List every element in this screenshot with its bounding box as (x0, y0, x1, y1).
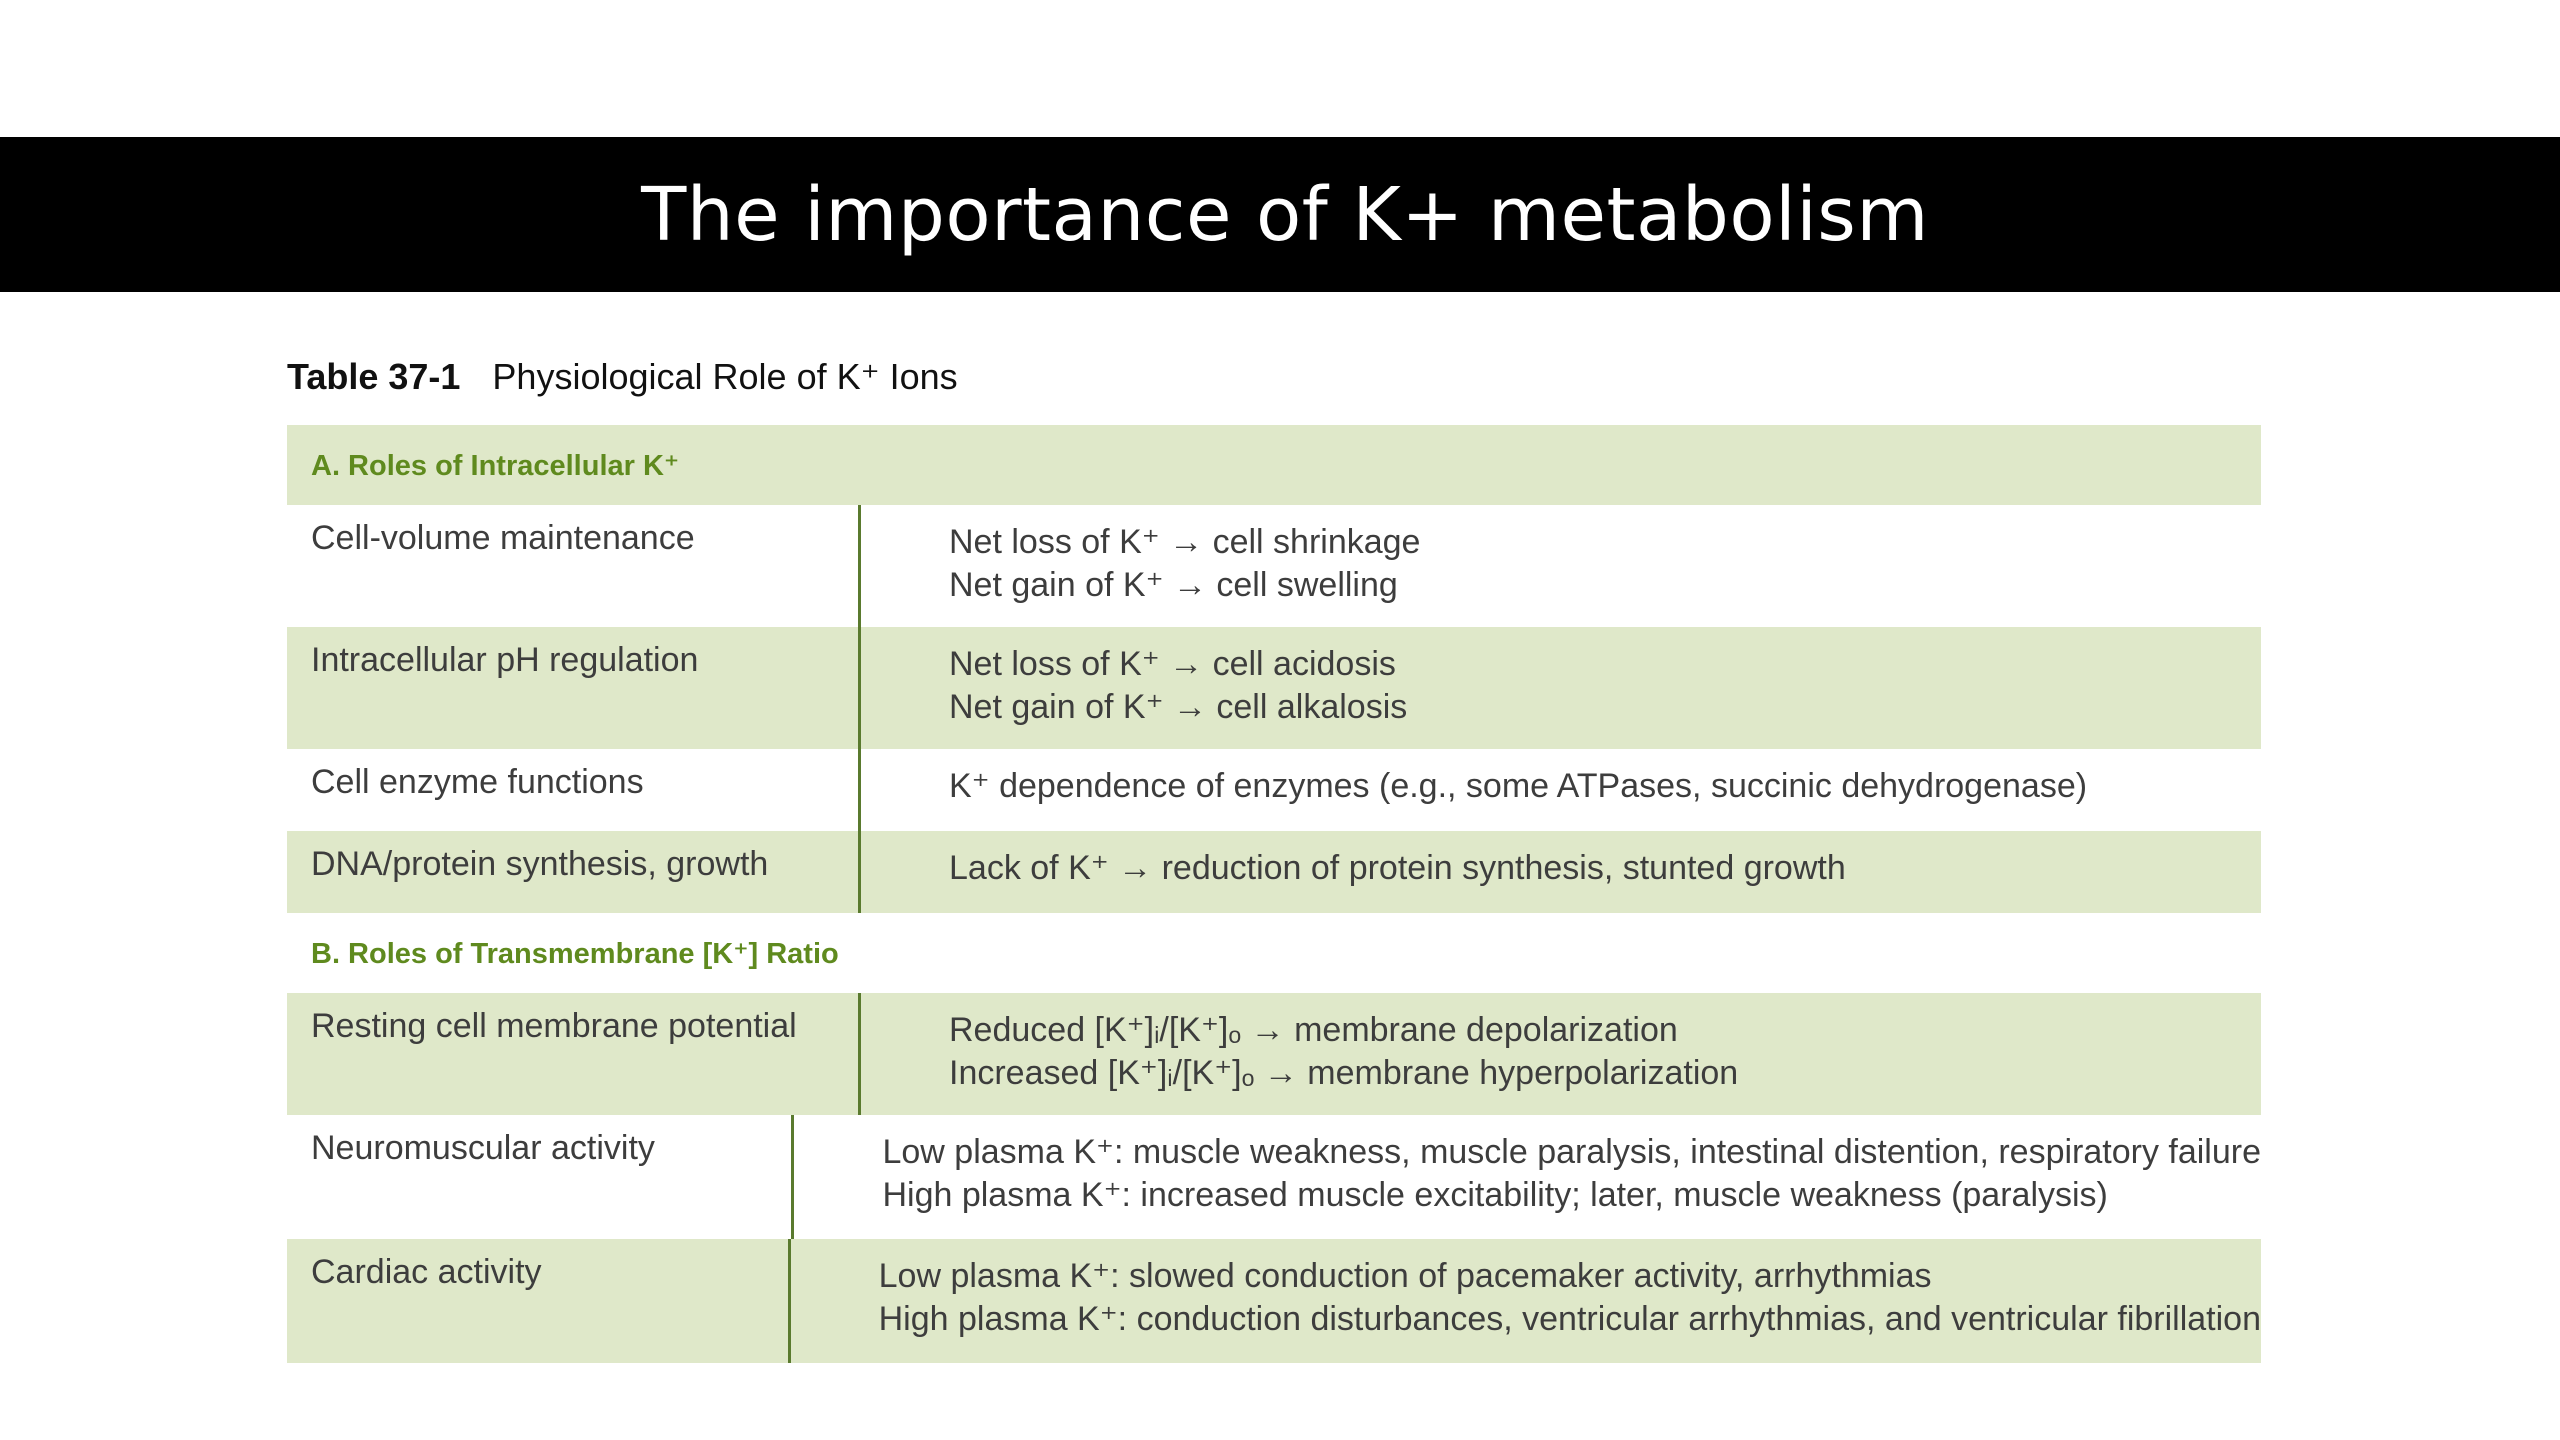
description-line: K⁺ dependence of enzymes (e.g., some ATP… (949, 767, 2088, 805)
row-label: Cell enzyme functions (287, 749, 861, 831)
description-line: Net gain of K⁺ → cell swelling (949, 566, 1398, 604)
table: A. Roles of Intracellular K⁺ Cell-volume… (287, 425, 2261, 1363)
row-description: Low plasma K⁺: slowed conduction of pace… (791, 1239, 2261, 1363)
row-description: Net loss of K⁺ → cell shrinkage Net gain… (861, 505, 2261, 627)
table-row: Cell enzyme functions K⁺ dependence of e… (287, 749, 2261, 831)
row-description: Reduced [K⁺]ᵢ/[K⁺]ₒ → membrane depolariz… (861, 993, 2261, 1115)
description-line: Low plasma K⁺: slowed conduction of pace… (878, 1257, 1932, 1295)
section-heading: B. Roles of Transmembrane [K⁺] Ratio (287, 913, 2261, 993)
table-number: Table 37-1 (287, 356, 461, 397)
title-bar: The importance of K+ metabolism (0, 137, 2560, 292)
description-line: Lack of K⁺ → reduction of protein synthe… (949, 849, 1846, 887)
table-row: Resting cell membrane potential Reduced … (287, 993, 2261, 1115)
table-row: DNA/protein synthesis, growth Lack of K⁺… (287, 831, 2261, 913)
row-label: Intracellular pH regulation (287, 627, 861, 749)
description-line: Net gain of K⁺ → cell alkalosis (949, 688, 1408, 726)
row-description: Lack of K⁺ → reduction of protein synthe… (861, 831, 2261, 913)
description-line: Net loss of K⁺ → cell shrinkage (949, 523, 1421, 561)
description-line: Net loss of K⁺ → cell acidosis (949, 645, 1396, 683)
row-label: Neuromuscular activity (287, 1115, 795, 1239)
description-line: High plasma K⁺: conduction disturbances,… (878, 1300, 2261, 1338)
description-line: High plasma K⁺: increased muscle excitab… (882, 1176, 2108, 1214)
table-row: Intracellular pH regulation Net loss of … (287, 627, 2261, 749)
table-caption-text: Physiological Role of K⁺ Ions (492, 356, 958, 397)
table-row: Cardiac activity Low plasma K⁺: slowed c… (287, 1239, 2261, 1363)
description-line: Low plasma K⁺: muscle weakness, muscle p… (882, 1133, 2261, 1171)
row-label: Cardiac activity (287, 1239, 791, 1363)
section-heading: A. Roles of Intracellular K⁺ (287, 425, 2261, 505)
description-line: Reduced [K⁺]ᵢ/[K⁺]ₒ → membrane depolariz… (949, 1011, 1678, 1049)
slide-title: The importance of K+ metabolism (641, 171, 1929, 258)
table-row: Cell-volume maintenance Net loss of K⁺ →… (287, 505, 2261, 627)
table-row: Neuromuscular activity Low plasma K⁺: mu… (287, 1115, 2261, 1239)
row-label: DNA/protein synthesis, growth (287, 831, 861, 913)
row-description: Low plasma K⁺: muscle weakness, muscle p… (794, 1115, 2261, 1239)
row-label: Cell-volume maintenance (287, 505, 861, 627)
table-caption: Table 37-1 Physiological Role of K⁺ Ions (287, 356, 958, 398)
row-description: K⁺ dependence of enzymes (e.g., some ATP… (861, 749, 2261, 831)
description-line: Increased [K⁺]ᵢ/[K⁺]ₒ → membrane hyperpo… (949, 1054, 1739, 1092)
row-label: Resting cell membrane potential (287, 993, 861, 1115)
row-description: Net loss of K⁺ → cell acidosis Net gain … (861, 627, 2261, 749)
